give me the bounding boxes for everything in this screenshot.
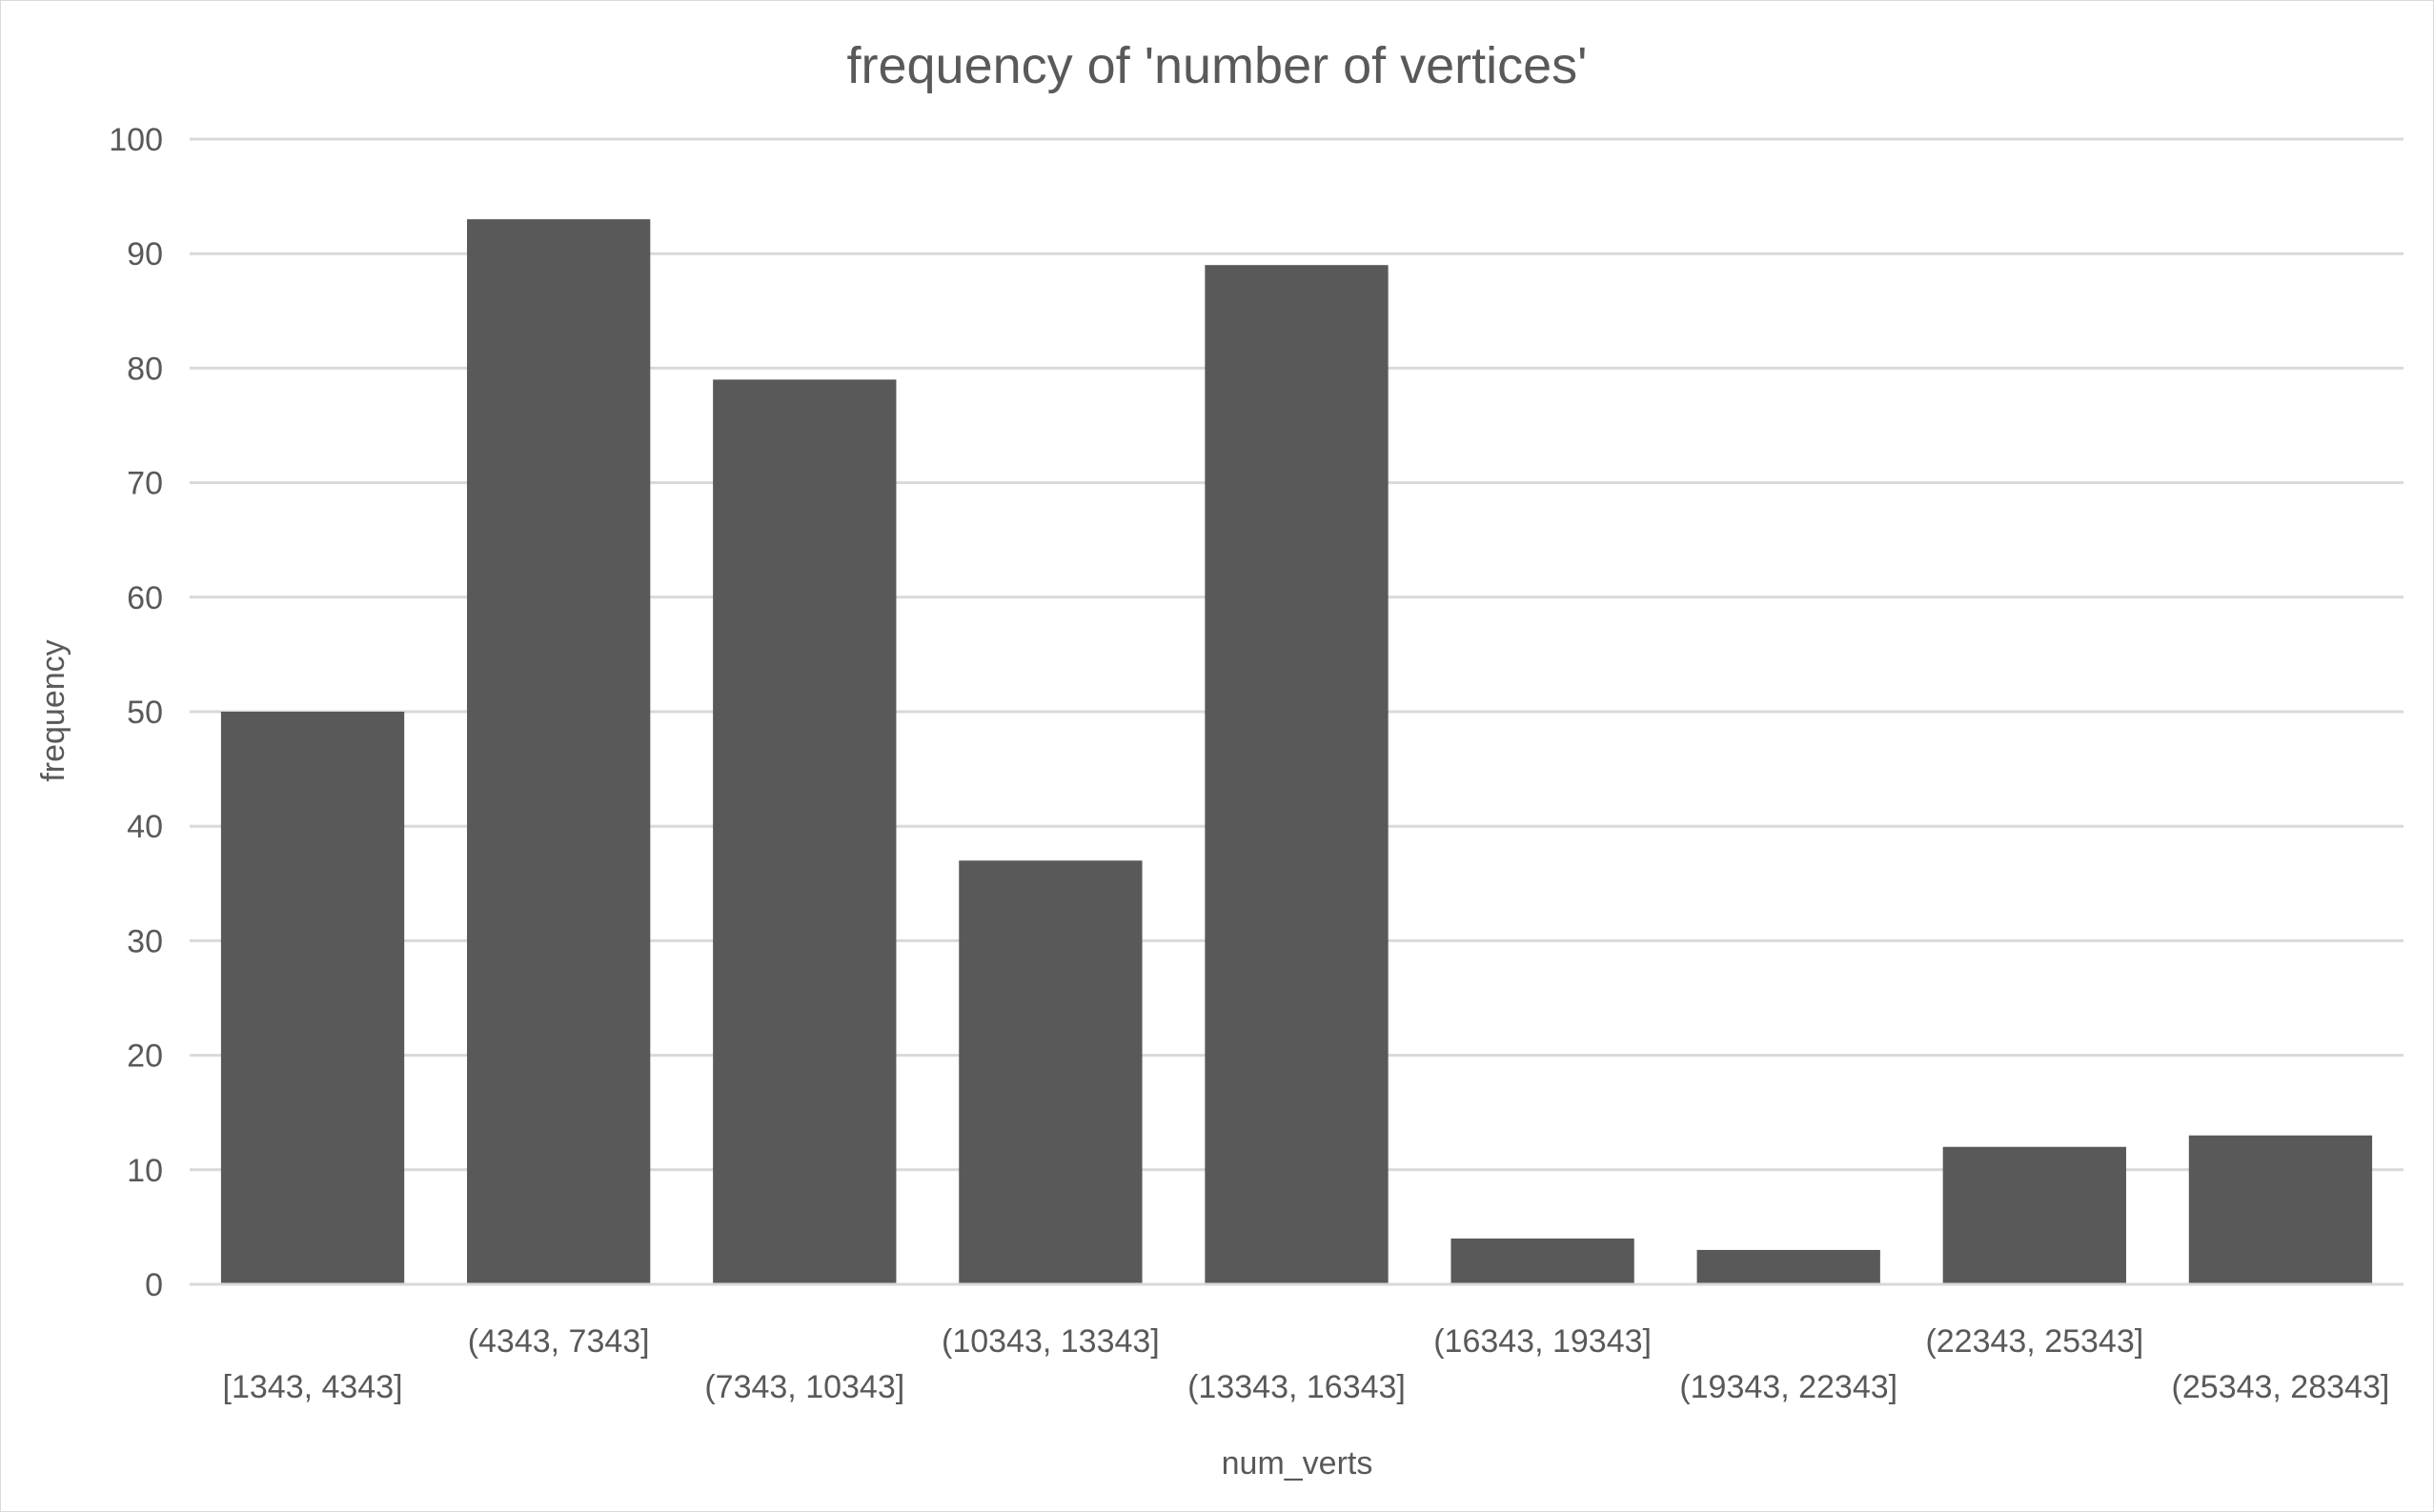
x-category-label: (7343, 10343] (704, 1369, 904, 1405)
x-category-label: (4343, 7343] (468, 1323, 650, 1360)
y-axis-tick-labels: 0 10 20 30 40 50 60 70 80 90 100 (109, 122, 163, 1303)
x-axis-category-labels: [1343, 4343] (4343, 7343] (7343, 10343] (10… (223, 1323, 2390, 1405)
x-category-label: (10343, 13343] (942, 1323, 1160, 1360)
x-category-label: (13343, 16343] (1187, 1369, 1406, 1405)
chart-title: frequency of 'number of vertices' (847, 37, 1588, 94)
x-category-label: (22343, 25343] (1925, 1323, 2143, 1360)
bar (1696, 1249, 1880, 1284)
y-axis-title: frequency (35, 639, 71, 781)
bar (959, 860, 1143, 1284)
x-category-label: [1343, 4343] (223, 1369, 403, 1405)
bar (2188, 1135, 2373, 1284)
x-category-label: (19343, 22343] (1679, 1369, 1897, 1405)
x-axis-title: num_verts (1222, 1445, 1373, 1482)
y-tick-label: 40 (127, 809, 163, 845)
y-tick-label: 100 (109, 122, 163, 158)
y-tick-label: 90 (127, 236, 163, 272)
bar (1450, 1238, 1634, 1284)
bars (220, 219, 2373, 1285)
y-tick-label: 50 (127, 695, 163, 731)
y-tick-label: 0 (145, 1267, 163, 1303)
y-tick-label: 30 (127, 923, 163, 959)
y-tick-label: 80 (127, 351, 163, 387)
y-tick-label: 60 (127, 580, 163, 616)
bar (220, 712, 405, 1284)
y-tick-label: 20 (127, 1038, 163, 1075)
bar (1205, 265, 1389, 1285)
bar (467, 219, 651, 1284)
y-tick-label: 70 (127, 466, 163, 502)
bar (1942, 1146, 2126, 1284)
x-category-label: (25343, 28343] (2172, 1369, 2390, 1405)
bar (713, 379, 897, 1284)
y-tick-label: 10 (127, 1153, 163, 1189)
x-category-label: (16343, 19343] (1433, 1323, 1652, 1360)
